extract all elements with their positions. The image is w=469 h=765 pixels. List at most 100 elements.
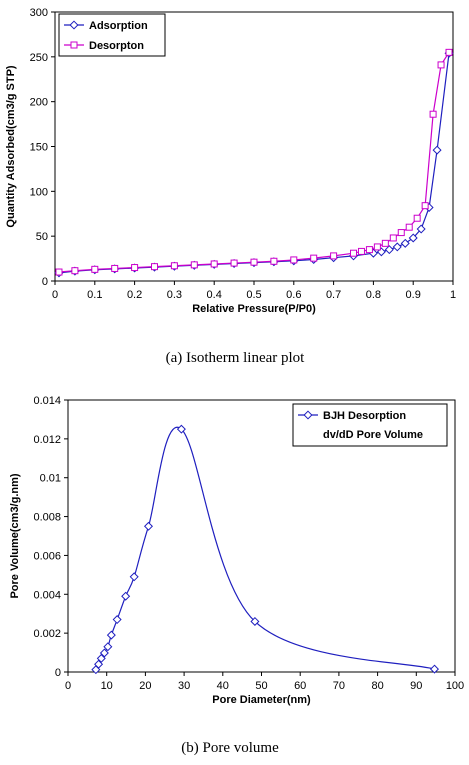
x-tick-label: 0.2 [127,289,142,301]
data-point [190,261,198,269]
figure-caption: (b) Pore volume [181,740,279,756]
data-point [408,233,418,243]
data-point [310,254,318,262]
data-point [400,238,410,248]
x-tick-label: 0.3 [167,289,182,301]
x-tick-label: 0.9 [406,289,421,301]
y-tick-label: 250 [30,52,48,64]
x-tick-label: 10 [101,680,113,692]
x-tick-label: 20 [139,680,151,692]
data-point [131,264,139,272]
data-point [413,214,421,222]
y-tick-label: 100 [30,186,48,198]
x-tick-label: 90 [410,680,422,692]
data-point [96,653,106,663]
data-point [405,223,413,231]
y-tick-label: 0 [42,276,48,288]
x-axis-label: Relative Pressure(P/P0) [192,303,316,315]
data-point [55,268,63,276]
data-point [103,642,113,652]
x-tick-label: 100 [446,680,464,692]
data-point [143,521,154,531]
x-axis-label: Pore Diameter(nm) [212,694,311,706]
data-point [432,145,442,155]
data-point [445,48,453,56]
series-bjh-desorption-dv-dd-pore-volume [91,424,439,675]
y-tick-label: 0.014 [33,395,61,407]
data-point [129,572,139,582]
y-tick-label: 0.004 [33,589,61,601]
y-tick-label: 0.01 [40,473,61,485]
legend: BJH Desorption dv/dD Pore Volume [292,403,448,447]
x-tick-label: 80 [371,680,383,692]
data-point [437,61,445,69]
data-point [91,265,99,273]
data-point [250,616,260,626]
data-point [429,110,437,118]
data-point [389,234,397,242]
legend-label: BJH Desorption [323,410,406,422]
data-point [350,249,357,257]
y-tick-label: 150 [30,142,48,154]
x-tick-label: 60 [294,680,306,692]
data-point [250,258,258,266]
data-point [421,202,429,210]
x-tick-label: 1 [450,289,456,301]
legend-box [292,403,448,447]
x-tick-label: 40 [217,680,229,692]
data-point [111,264,119,272]
data-point [381,239,389,247]
x-tick-label: 0.6 [286,289,301,301]
legend-marker [303,410,313,420]
x-tick-label: 0 [65,680,71,692]
data-point [290,256,298,264]
legend-marker [70,41,78,49]
data-point [106,630,116,640]
data-point [151,263,158,271]
data-point [71,267,79,275]
data-point [170,262,178,270]
data-point [270,257,278,265]
data-point [230,259,238,267]
x-tick-label: 0.8 [366,289,381,301]
legend-label: Adsorption [89,20,148,32]
x-tick-label: 0.7 [326,289,341,301]
data-point [384,245,394,255]
figure-caption: (a) Isotherm linear plot [166,350,306,366]
y-tick-label: 200 [30,97,48,109]
y-axis-label: Pore Volume(cm3/g.nm) [9,473,21,598]
legend-marker [69,20,79,30]
data-point [357,247,365,255]
data-point [112,615,122,625]
legend-label: dv/dD Pore Volume [323,429,423,441]
data-point [397,229,405,237]
legend: Adsorption Desorpton [58,13,166,57]
data-point [94,659,104,669]
y-tick-label: 300 [30,7,48,19]
y-tick-label: 50 [36,231,48,243]
x-tick-label: 70 [333,680,345,692]
data-point [330,252,338,260]
y-tick-label: 0.006 [33,550,61,562]
data-point [376,247,386,257]
data-point [416,224,426,234]
data-point [365,246,373,254]
series-desorpton [55,48,453,276]
chart-isotherm: 0 0.1 0.2 0.3 0.4 0.5 0.6 0.7 0.8 0.9 1 0 50 100 150 20… [5,7,456,366]
series-line [95,426,435,670]
data-point [99,648,109,658]
y-tick-label: 0 [55,667,61,679]
legend-box [58,13,166,57]
y-axis-label: Quantity Adsorbed(cm3/g STP) [5,65,17,228]
x-tick-label: 0.4 [207,289,222,301]
data-point [210,260,218,268]
data-point [176,424,186,434]
x-tick-label: 0 [52,289,58,301]
x-tick-label: 0.1 [87,289,102,301]
data-point [373,243,381,251]
chart-pore-volume: 0 10 20 30 40 50 60 70 80 90 100 0 0.002 0.004 0.006 0.… [9,395,464,756]
x-tick-label: 0.5 [246,289,261,301]
x-tick-label: 30 [178,680,190,692]
y-tick-label: 0.008 [33,512,61,524]
y-tick-label: 0.012 [33,434,61,446]
